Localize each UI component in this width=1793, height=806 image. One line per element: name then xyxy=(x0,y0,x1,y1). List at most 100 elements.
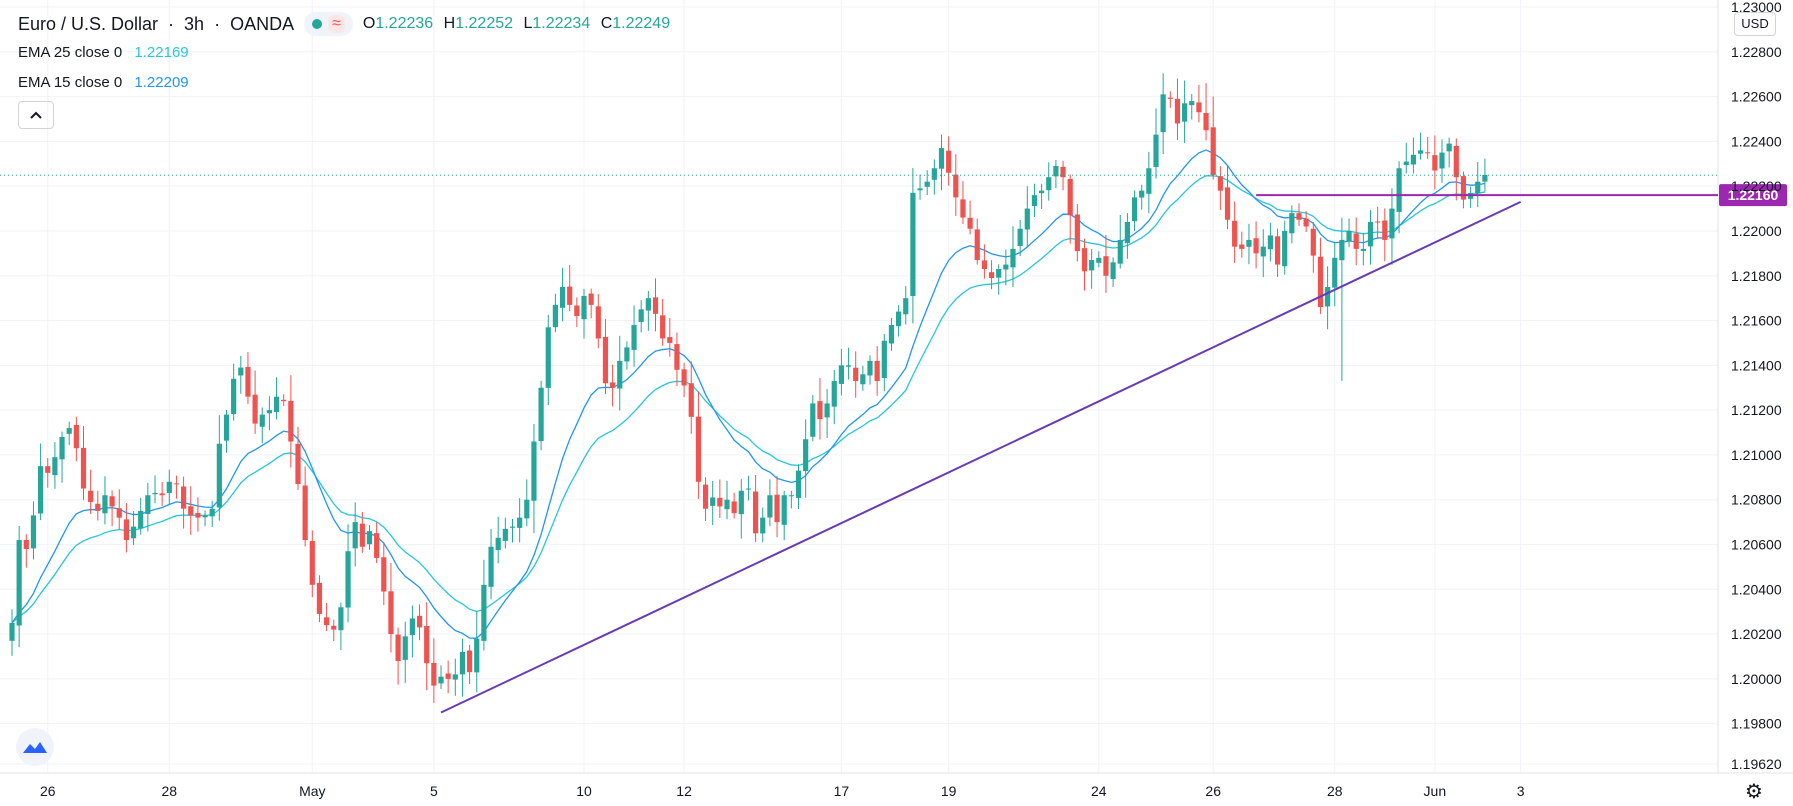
candle-body xyxy=(388,591,394,635)
price-tick-label: 1.21600 xyxy=(1731,313,1782,329)
ema-lines xyxy=(11,149,1486,639)
candle xyxy=(288,375,294,468)
candle xyxy=(645,290,651,331)
high-label: H xyxy=(443,15,456,32)
candle-body xyxy=(695,416,701,482)
candle xyxy=(1446,137,1452,168)
candle-body xyxy=(1031,195,1038,207)
symbol-name[interactable]: Euro / U.S. Dollar xyxy=(18,13,159,34)
candle-body xyxy=(116,508,122,518)
candle-body xyxy=(567,286,573,305)
candle-body xyxy=(1167,97,1173,99)
candle xyxy=(724,480,730,520)
candle xyxy=(1117,214,1123,269)
candle xyxy=(59,431,65,483)
price-tick-label: 1.20400 xyxy=(1731,581,1782,597)
candle xyxy=(1217,166,1223,210)
candle xyxy=(1367,210,1374,265)
candle xyxy=(1053,160,1059,189)
tradingview-logo-icon[interactable] xyxy=(16,728,54,766)
candle xyxy=(1346,218,1352,248)
candle-body xyxy=(309,541,315,585)
time-tick-label: 28 xyxy=(1327,783,1343,799)
collapse-legend-button[interactable] xyxy=(18,101,54,129)
candle-body xyxy=(416,615,423,628)
market-status-pill[interactable]: ≈ xyxy=(304,12,353,36)
candle xyxy=(896,305,902,337)
candle xyxy=(1389,188,1395,265)
candle xyxy=(745,475,752,501)
candle-body xyxy=(1353,233,1359,249)
candle xyxy=(52,442,58,489)
grid xyxy=(0,0,1718,773)
candle xyxy=(459,638,466,697)
candle-body xyxy=(345,551,351,608)
currency-button[interactable]: USD xyxy=(1734,12,1776,36)
indicator-label: EMA 15 close 0 xyxy=(18,74,123,91)
candle-body xyxy=(967,217,973,229)
candle-body xyxy=(631,325,637,350)
candle xyxy=(1167,91,1173,108)
candle xyxy=(1417,132,1424,160)
candle-body xyxy=(538,387,544,442)
market-open-dot-icon xyxy=(312,19,323,29)
candle-body xyxy=(16,540,22,626)
candle-body xyxy=(1039,190,1045,194)
candle-body xyxy=(795,470,802,498)
gear-icon[interactable]: ⚙ xyxy=(1745,781,1763,803)
candle-body xyxy=(917,188,923,191)
candle-body xyxy=(1110,262,1116,280)
candle xyxy=(1124,213,1130,259)
candle xyxy=(1289,205,1295,244)
candle xyxy=(788,490,794,509)
candle xyxy=(710,480,716,526)
close-value: 1.22249 xyxy=(612,15,671,32)
separator: · xyxy=(168,13,175,34)
candle-body xyxy=(80,447,87,489)
candle xyxy=(252,370,258,434)
candle xyxy=(223,409,230,453)
indicator-ema-15[interactable]: EMA 15 close 0 1.22209 xyxy=(18,74,189,91)
indicator-ema-25[interactable]: EMA 25 close 0 1.22169 xyxy=(18,44,189,61)
candle xyxy=(831,369,837,425)
interval[interactable]: 3h xyxy=(184,13,205,34)
candle xyxy=(1396,161,1402,234)
candle-body xyxy=(459,652,466,675)
candle xyxy=(988,260,995,290)
candle xyxy=(181,476,187,529)
candle xyxy=(38,443,44,521)
candle-body xyxy=(981,260,987,270)
candle-body xyxy=(903,298,909,315)
candle-body xyxy=(988,272,995,278)
candle-body xyxy=(266,410,272,414)
candle-body xyxy=(1332,257,1338,288)
candle-body xyxy=(824,403,830,418)
candle-body xyxy=(295,443,301,485)
candle-body xyxy=(581,295,587,320)
broker[interactable]: OANDA xyxy=(230,13,295,34)
candle-body xyxy=(159,493,165,496)
candle xyxy=(138,498,144,535)
candle-body xyxy=(924,181,930,187)
candle-body xyxy=(402,636,408,660)
candle xyxy=(374,522,380,564)
candle-body xyxy=(910,192,916,297)
candle-body xyxy=(52,457,58,476)
candle xyxy=(781,490,787,541)
candle xyxy=(674,332,680,387)
candle-body xyxy=(259,414,265,427)
price-tick-label: 1.21800 xyxy=(1731,268,1782,284)
candle xyxy=(366,525,373,550)
candle xyxy=(1303,211,1309,233)
candle xyxy=(924,170,930,196)
candle-body xyxy=(324,617,330,626)
candle-body xyxy=(853,367,859,382)
candle xyxy=(853,351,859,398)
time-tick-label: 5 xyxy=(430,783,438,799)
candle xyxy=(1146,151,1152,214)
candle-body xyxy=(1074,214,1080,252)
candle-body xyxy=(938,148,945,169)
candle-body xyxy=(1232,220,1238,247)
candle xyxy=(559,267,566,322)
